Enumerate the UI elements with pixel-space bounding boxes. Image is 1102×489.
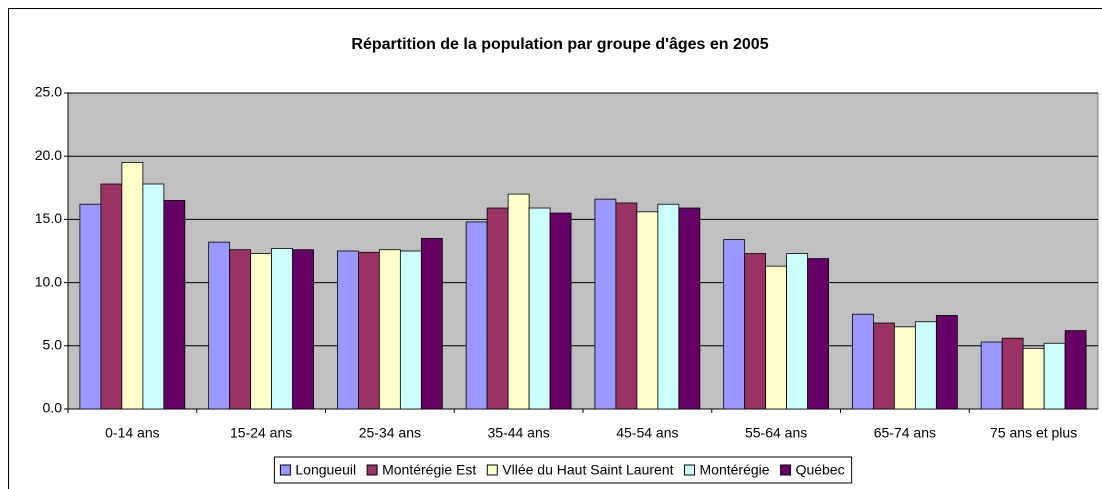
y-tick-label: 10.0 xyxy=(35,273,62,289)
x-tick-label: 45-54 ans xyxy=(616,425,678,441)
bar xyxy=(678,207,701,410)
bar xyxy=(121,162,144,410)
bar xyxy=(744,253,767,410)
y-tick-label: 5.0 xyxy=(43,337,63,353)
bar xyxy=(980,341,1003,410)
legend: Longueuil Montérégie Est Vllée du Haut Sai… xyxy=(273,456,853,484)
bar xyxy=(786,253,809,410)
bar xyxy=(486,207,509,410)
bar xyxy=(893,326,916,410)
bar xyxy=(615,202,638,410)
bar xyxy=(100,183,123,410)
legend-label: Longueuil xyxy=(295,462,356,478)
bar xyxy=(872,322,895,410)
bar xyxy=(852,313,874,410)
bar xyxy=(1001,337,1024,410)
legend-swatch xyxy=(780,464,792,476)
x-tick-label: 15-24 ans xyxy=(230,425,292,441)
bar xyxy=(1022,347,1045,410)
bar xyxy=(357,251,380,410)
bar xyxy=(528,207,551,410)
x-tick-label: 35-44 ans xyxy=(487,425,549,441)
bar xyxy=(1043,342,1066,410)
bar xyxy=(79,203,102,410)
legend-swatch xyxy=(366,464,378,476)
bar xyxy=(292,249,314,410)
bar xyxy=(807,258,829,410)
y-tick-label: 15.0 xyxy=(35,210,62,226)
bar xyxy=(250,253,273,410)
bar xyxy=(142,183,165,410)
bar xyxy=(765,265,788,410)
x-tick-label: 65-74 ans xyxy=(874,425,936,441)
bar xyxy=(1064,330,1087,410)
bar xyxy=(399,250,422,410)
bar xyxy=(163,200,186,410)
bar xyxy=(594,198,617,410)
legend-swatch xyxy=(684,464,696,476)
bar xyxy=(636,211,659,410)
x-tick-label: 55-64 ans xyxy=(745,425,807,441)
bar xyxy=(657,203,680,410)
bar xyxy=(337,250,359,410)
bar xyxy=(549,212,572,410)
bar xyxy=(465,221,488,410)
bar xyxy=(935,315,958,410)
bar xyxy=(420,237,443,410)
bar xyxy=(229,249,252,410)
y-tick-label: 25.0 xyxy=(35,84,62,100)
chart-title: Répartition de la population par groupe … xyxy=(351,36,768,53)
y-tick-label: 20.0 xyxy=(35,147,62,163)
bar xyxy=(271,248,294,410)
bar xyxy=(208,241,231,410)
x-tick-label: 75 ans et plus xyxy=(990,425,1077,441)
bar xyxy=(723,239,746,410)
x-tick-label: 0-14 ans xyxy=(105,425,159,441)
legend-label: Québec xyxy=(796,462,845,478)
legend-label: Montérégie xyxy=(700,462,770,478)
bar xyxy=(914,321,937,410)
y-tick-label: 0.0 xyxy=(43,400,63,416)
legend-label: Montérégie Est xyxy=(382,462,476,478)
bar xyxy=(507,193,530,410)
legend-swatch xyxy=(279,464,291,476)
legend-label: Vllée du Haut Saint Laurent xyxy=(502,462,673,478)
bar xyxy=(378,249,401,410)
legend-swatch xyxy=(486,464,498,476)
x-tick-label: 25-34 ans xyxy=(359,425,421,441)
